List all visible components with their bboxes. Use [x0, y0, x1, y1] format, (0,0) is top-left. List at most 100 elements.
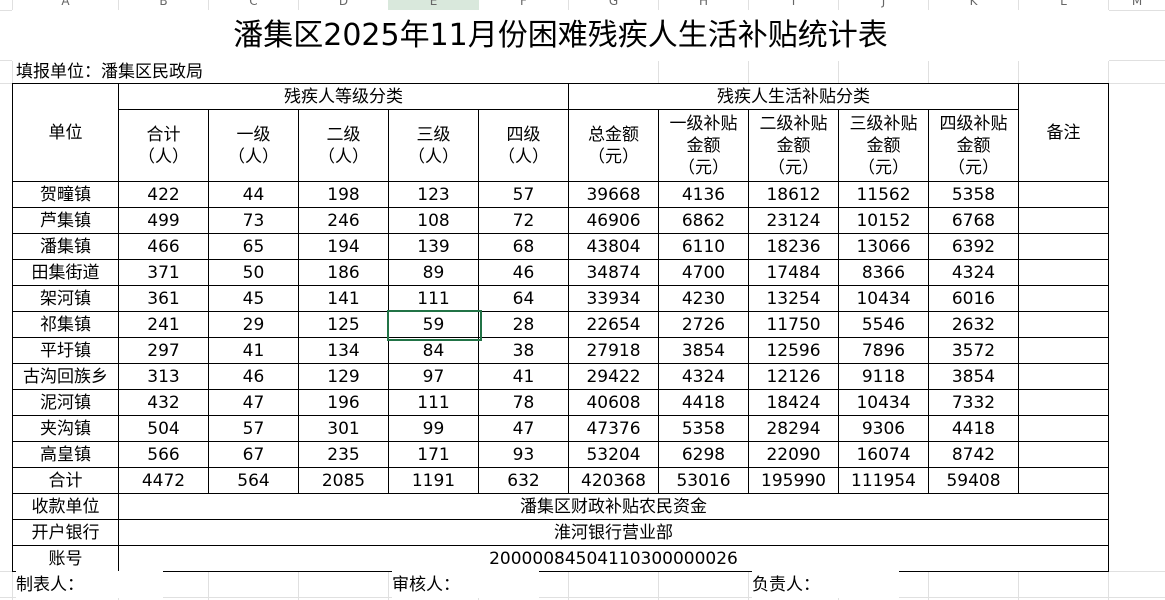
cell: 504 [118, 415, 209, 442]
cell: 39668 [568, 181, 659, 208]
column-letter: J [881, 0, 886, 8]
column-letter: C [249, 0, 258, 8]
cell: 84 [388, 337, 479, 364]
cell [1018, 415, 1109, 442]
cell: 4418 [928, 415, 1019, 442]
cell: 99 [388, 415, 479, 442]
cell: 246 [298, 207, 389, 234]
cell: 43804 [568, 233, 659, 260]
cell: 241 [118, 311, 209, 338]
cell: 22654 [568, 311, 659, 338]
cell: 432 [118, 389, 209, 416]
cell: 23124 [748, 207, 839, 234]
column-letter: L [1060, 0, 1067, 8]
cell: 97 [388, 363, 479, 390]
reporting-unit: 填报单位：潘集区民政局 [16, 60, 569, 84]
cell: 6110 [658, 233, 749, 260]
cell: 12596 [748, 337, 839, 364]
cell: 4324 [928, 259, 1019, 286]
cell: 29422 [568, 363, 659, 390]
cell: 57 [208, 415, 299, 442]
selected-cell[interactable] [387, 310, 482, 341]
footer-value: 20000084504110300000026 [118, 545, 1109, 572]
total-cell: 2085 [298, 467, 389, 494]
cell: 28294 [748, 415, 839, 442]
row-label: 高皇镇 [12, 441, 119, 468]
column-letter: G [608, 0, 619, 8]
row-label: 祁集镇 [12, 311, 119, 338]
cell: 4700 [658, 259, 749, 286]
cell: 297 [118, 337, 209, 364]
column-letter: M [1131, 0, 1143, 8]
cell: 8742 [928, 441, 1019, 468]
column-letter: A [61, 0, 70, 8]
total-cell: 564 [208, 467, 299, 494]
cell: 4136 [658, 181, 749, 208]
cell: 65 [208, 233, 299, 260]
row-label: 潘集镇 [12, 233, 119, 260]
cell: 4324 [658, 363, 749, 390]
cell: 194 [298, 233, 389, 260]
column-letter: F [520, 0, 527, 8]
cell: 10434 [838, 389, 929, 416]
cell: 17484 [748, 259, 839, 286]
cell [1018, 389, 1109, 416]
cell: 44 [208, 181, 299, 208]
cell [1018, 285, 1109, 312]
cell: 9118 [838, 363, 929, 390]
cell: 13066 [838, 233, 929, 260]
cell: 7896 [838, 337, 929, 364]
cell: 89 [388, 259, 479, 286]
total-cell: 4472 [118, 467, 209, 494]
column-header: 一级 （人） [208, 109, 299, 182]
cell: 6392 [928, 233, 1019, 260]
cell: 499 [118, 207, 209, 234]
column-letter: I [791, 0, 796, 8]
row-label: 贺疃镇 [12, 181, 119, 208]
cell: 2726 [658, 311, 749, 338]
cell: 466 [118, 233, 209, 260]
cell: 6862 [658, 207, 749, 234]
cell: 5358 [928, 181, 1019, 208]
column-header: 总金额 （元） [568, 109, 659, 182]
footer-label: 账号 [12, 545, 119, 572]
cell: 27918 [568, 337, 659, 364]
cell: 47 [478, 415, 569, 442]
cell: 3572 [928, 337, 1019, 364]
cell [1018, 337, 1109, 364]
cell: 111 [388, 285, 479, 312]
column-letter: B [159, 0, 168, 8]
cell [1018, 467, 1109, 494]
cell: 18236 [748, 233, 839, 260]
cell: 40608 [568, 389, 659, 416]
cell: 4418 [658, 389, 749, 416]
header-unit: 单位 [12, 83, 119, 182]
cell: 171 [388, 441, 479, 468]
cell: 123 [388, 181, 479, 208]
row-label: 平圩镇 [12, 337, 119, 364]
cell: 41 [208, 337, 299, 364]
cell: 111 [388, 389, 479, 416]
row-label: 芦集镇 [12, 207, 119, 234]
cell: 34874 [568, 259, 659, 286]
cell: 8366 [838, 259, 929, 286]
cell: 125 [298, 311, 389, 338]
cell: 371 [118, 259, 209, 286]
cell: 11562 [838, 181, 929, 208]
cell: 46906 [568, 207, 659, 234]
column-letter: D [338, 0, 349, 8]
cell: 2632 [928, 311, 1019, 338]
cell: 301 [298, 415, 389, 442]
total-cell: 632 [478, 467, 569, 494]
total-cell: 53016 [658, 467, 749, 494]
cell: 361 [118, 285, 209, 312]
column-header: 二级 （人） [298, 109, 389, 182]
column-header: 四级 （人） [478, 109, 569, 182]
cell: 73 [208, 207, 299, 234]
cell: 22090 [748, 441, 839, 468]
total-cell: 195990 [748, 467, 839, 494]
footer-value: 淮河银行营业部 [118, 519, 1109, 546]
footer-value: 潘集区财政补贴农民资金 [118, 493, 1109, 520]
cell: 67 [208, 441, 299, 468]
